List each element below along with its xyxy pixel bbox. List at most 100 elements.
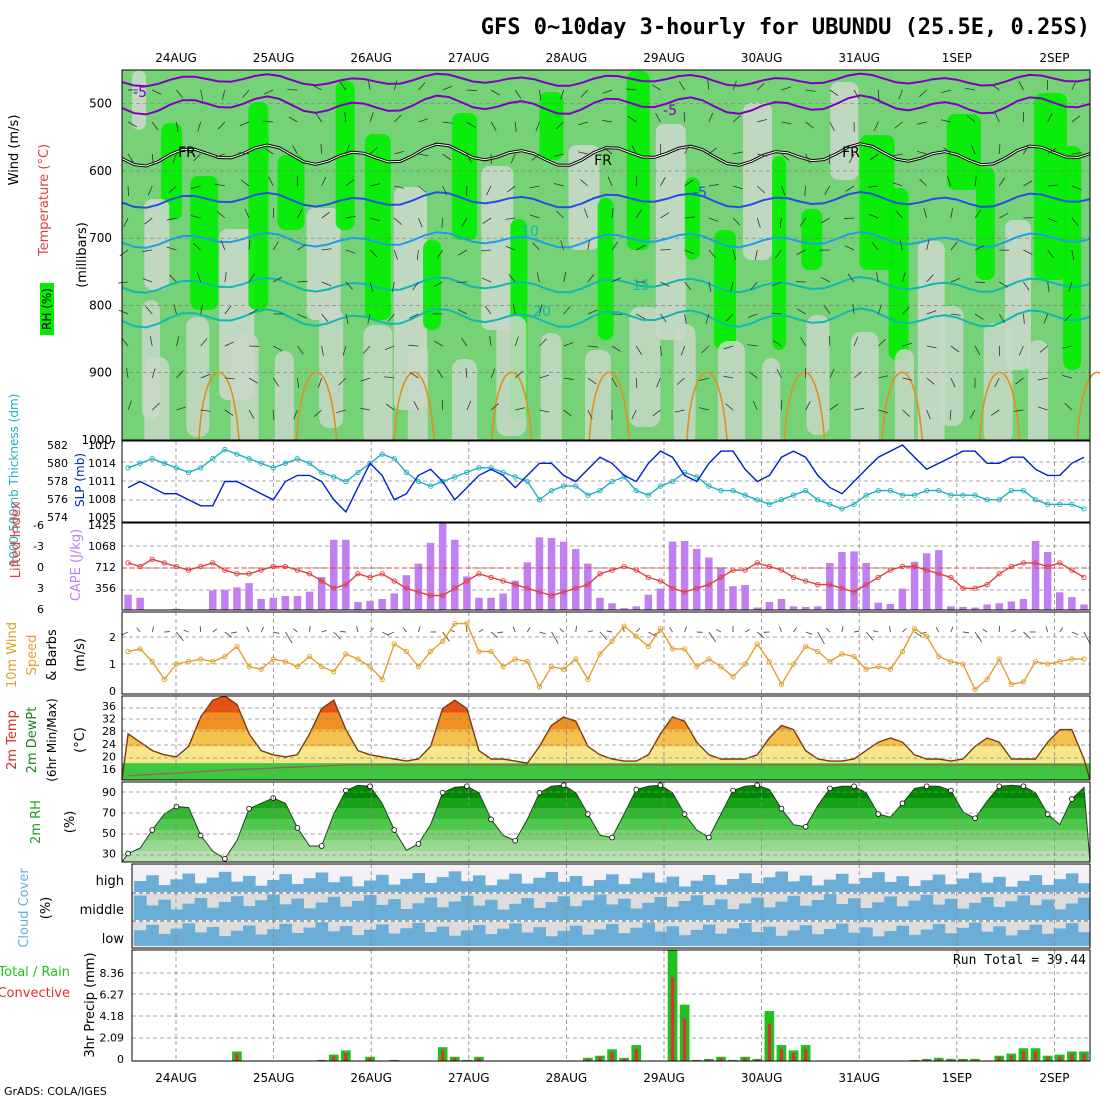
rh-dry-patch [1028,340,1048,460]
lifted-index-tick: -6 [33,519,44,532]
thickness-line-point [899,492,906,498]
lifted-index-line-point [718,574,724,581]
wind-barb [1071,631,1079,636]
lifted-index-line-point [125,560,131,566]
cloud-cover-bar [1053,879,1067,892]
precip-tick: 0 [117,1053,124,1066]
wind-barb [853,371,863,379]
cape-tick: 1068 [88,540,116,553]
cloud-cover-bar [545,936,559,946]
wind-speed-line-point [1045,661,1051,667]
wind-barb [587,273,595,283]
precip-convective-bar [622,1058,626,1061]
cloud-cover-bar [1041,933,1055,946]
cloud-cover-bar [642,922,655,946]
rh-moist-patch [190,176,219,310]
rh-dry-patch [717,341,745,461]
wind-speed-line-point [294,664,301,670]
cloud-cover-bar [400,908,413,920]
cape-bar [874,602,883,610]
wind-barb [418,82,426,91]
thickness-line-point [597,487,603,494]
rh-point [802,823,809,830]
rh-units-label: (%) [63,811,78,834]
date-label-top: 1SEP [942,51,972,65]
wind-barb [512,304,516,315]
thickness-line-point [609,478,615,485]
wind-barb [873,121,879,132]
lifted-index-line-point [851,589,857,595]
cloud-cover-bar [134,895,147,920]
cloud-cover-bar [654,882,667,892]
thickness-line-point [318,469,325,476]
wind-barb [844,217,855,220]
rh-moist-patch [1034,93,1068,280]
lifted-index-line-point [379,571,385,577]
lifted-index-line-point [573,585,579,591]
thickness-line-point [391,456,397,462]
wind-barb [136,627,141,633]
wind-speed-line-point [863,666,869,672]
cloud-cover-bar [497,879,510,892]
lifted-index-line-point [924,567,930,573]
lifted-index-line-point [367,574,373,581]
wind-barb [949,409,952,421]
cape-bar [632,606,641,610]
precip-convective-bar [949,1059,953,1061]
wind-barb [943,147,952,155]
cloud-cover-bar [763,926,776,946]
wind-barb [829,403,839,411]
wind-barb [363,345,371,354]
cloud-cover-bar [727,928,740,946]
cloud-cover-bar [315,902,329,920]
thickness-line-point [367,460,373,466]
wind-speed-line-point [536,684,543,690]
cloud-units-label: (%) [39,897,54,920]
panel-background [122,612,1090,694]
cloud-cover-bar [509,903,522,920]
wind-barb [173,304,177,315]
lifted-index-line-point [633,567,639,573]
wind-barb [242,89,250,98]
precip-tick: 6.27 [100,989,125,1002]
cloud-cover-bar [424,882,438,892]
precip-convective-bar [743,1057,747,1061]
cape-bar [305,591,314,610]
wind-barb [490,121,497,131]
cloud-cover-bar [739,873,752,892]
wind-barb [868,185,879,188]
wind-barb [707,80,710,91]
wind-barb [845,185,855,192]
lifted-index-line-point [839,585,845,591]
cloud-cover-bar [1017,895,1030,920]
cloud-cover-bar [134,930,147,946]
wind-barb [321,629,327,633]
wind-barb [127,400,132,411]
cape-bar [281,595,290,610]
cloud-cover-bar [702,905,716,920]
lifted-index-line-point [645,574,651,581]
lifted-index-line-point [899,563,906,570]
wind-barb [1047,249,1054,259]
wind-barb [539,304,543,315]
wind-speed-line-point [657,626,664,632]
panel-background [122,523,1090,610]
wind-barb [409,372,419,379]
wind-speed-line-point [149,658,155,665]
cape-bar [789,606,798,610]
rh-point [996,783,1003,790]
wind-barb [998,177,1006,187]
cloud-cover-bar [775,935,788,946]
wind-barb [584,208,589,219]
temp-contour-25 [686,371,728,441]
lifted-index-line-point [936,571,942,577]
wind-barb [1059,627,1064,633]
wind-barb [676,377,685,385]
contour-label: FR [842,145,860,161]
cloud-cover-bar [884,881,897,892]
wind-barb [754,249,758,260]
lifted-index-line-point [1069,567,1075,573]
cape-bar [414,563,423,610]
wind-barb [190,215,201,219]
